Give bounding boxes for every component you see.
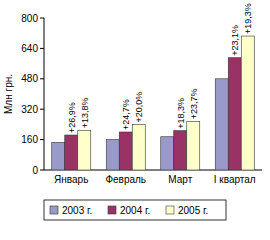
growth-label: +19,3% bbox=[243, 3, 253, 34]
bar bbox=[106, 140, 119, 170]
legend: 2003 г. 2004 г. 2005 г. bbox=[44, 200, 226, 220]
y-tick bbox=[40, 170, 44, 171]
y-tick-label: 160 bbox=[21, 134, 38, 145]
y-tick-label: 0 bbox=[32, 165, 38, 176]
growth-label: +13,8% bbox=[80, 98, 90, 129]
growth-label: +18,3% bbox=[176, 98, 186, 129]
y-tick bbox=[40, 18, 44, 19]
bar bbox=[119, 132, 132, 170]
y-tick bbox=[40, 78, 44, 79]
bar bbox=[132, 124, 145, 170]
legend-box bbox=[44, 200, 226, 220]
y-tick-label: 480 bbox=[21, 73, 38, 84]
bar bbox=[78, 130, 91, 170]
y-tick-label: 800 bbox=[21, 13, 38, 24]
x-tick-label: I квартал bbox=[214, 174, 256, 185]
x-tick-label: Февраль bbox=[105, 174, 146, 185]
bar bbox=[187, 121, 200, 170]
growth-label: +24,7% bbox=[121, 99, 131, 130]
legend-label: 2003 г. bbox=[62, 205, 92, 216]
bar bbox=[228, 58, 241, 170]
legend-label: 2005 г. bbox=[178, 205, 208, 216]
x-tick-label: Март bbox=[168, 174, 192, 185]
bars bbox=[52, 36, 255, 170]
y-tick bbox=[40, 109, 44, 110]
bar bbox=[65, 135, 78, 170]
legend-swatch bbox=[108, 206, 116, 214]
y-axis bbox=[44, 18, 45, 170]
legend-swatch bbox=[166, 206, 174, 214]
growth-label: +26,9% bbox=[67, 102, 77, 133]
y-tick-label: 320 bbox=[21, 104, 38, 115]
legend-swatch bbox=[50, 206, 58, 214]
y-tick bbox=[40, 48, 44, 49]
chart: Млн грн. 0 160 320 480 640 800 +26,9%+13,8% +24,… bbox=[0, 0, 270, 240]
bar bbox=[215, 79, 228, 170]
bar bbox=[161, 137, 174, 170]
growth-label: +20,0% bbox=[134, 92, 144, 123]
data-labels: +26,9%+13,8% +24,7%+20,0% +18,3%+23,7% +23,… bbox=[67, 3, 254, 133]
growth-label: +23,7% bbox=[189, 89, 199, 120]
growth-label: +23,1% bbox=[230, 25, 240, 56]
x-tick-label: Январь bbox=[54, 174, 88, 185]
bar bbox=[241, 36, 254, 170]
bar bbox=[174, 131, 187, 170]
y-axis-label: Млн грн. bbox=[3, 74, 14, 114]
y-tick-label: 640 bbox=[21, 43, 38, 54]
bar bbox=[52, 142, 65, 170]
legend-label: 2004 г. bbox=[120, 205, 150, 216]
y-tick bbox=[40, 139, 44, 140]
